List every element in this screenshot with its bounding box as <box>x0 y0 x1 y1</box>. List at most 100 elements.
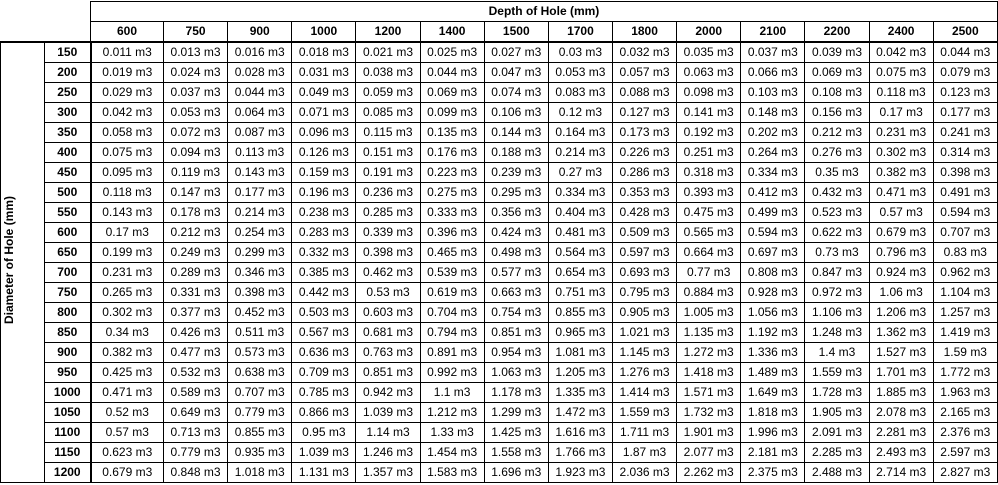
cell: 0.539 m3 <box>419 262 485 283</box>
cell: 0.992 m3 <box>419 362 485 383</box>
cell: 2.091 m3 <box>804 422 870 443</box>
cell: 1.205 m3 <box>547 362 613 383</box>
cell: 1.039 m3 <box>291 442 357 463</box>
cell: 0.679 m3 <box>868 222 934 243</box>
cell: 0.177 m3 <box>227 182 293 203</box>
row-header: 250 <box>44 82 92 103</box>
cell: 0.475 m3 <box>676 202 742 223</box>
cell: 0.935 m3 <box>227 442 293 463</box>
cell: 0.17 m3 <box>90 222 164 243</box>
cell: 0.851 m3 <box>355 362 421 383</box>
cell: 0.393 m3 <box>676 182 742 203</box>
cell: 0.095 m3 <box>90 162 164 183</box>
cell: 1.559 m3 <box>611 402 678 423</box>
cell: 1.732 m3 <box>676 402 742 423</box>
data-row: Diameter of Hole (mm) 150 0.011 m3 0.013 m3… <box>0 41 998 483</box>
cell: 0.954 m3 <box>483 342 549 363</box>
cell: 1.419 m3 <box>932 322 998 343</box>
cell: 0.385 m3 <box>291 262 357 283</box>
cell: 0.713 m3 <box>162 422 229 443</box>
row-header: 800 <box>44 302 92 323</box>
cell: 0.072 m3 <box>162 122 229 143</box>
cell: 0.118 m3 <box>868 82 934 103</box>
cell: 1.246 m3 <box>355 442 421 463</box>
cell: 0.503 m3 <box>291 302 357 323</box>
row-header: 350 <box>44 122 92 143</box>
cell: 0.962 m3 <box>932 262 998 283</box>
cell: 0.462 m3 <box>355 262 421 283</box>
cell: 0.127 m3 <box>611 102 678 123</box>
cell: 0.032 m3 <box>611 41 678 63</box>
cell: 0.594 m3 <box>932 202 998 223</box>
cell: 1.272 m3 <box>676 342 742 363</box>
cell: 0.119 m3 <box>162 162 229 183</box>
cell: 0.177 m3 <box>932 102 998 123</box>
cell: 0.249 m3 <box>162 242 229 263</box>
cell: 0.115 m3 <box>355 122 421 143</box>
cell: 0.855 m3 <box>547 302 613 323</box>
cell: 0.106 m3 <box>483 102 549 123</box>
cell: 1.257 m3 <box>932 302 998 323</box>
row-header: 150 <box>44 41 92 63</box>
cell: 0.426 m3 <box>162 322 229 343</box>
cell: 0.199 m3 <box>90 242 164 263</box>
cell: 0.808 m3 <box>740 262 806 283</box>
cell: 0.532 m3 <box>162 362 229 383</box>
cell: 0.663 m3 <box>483 282 549 303</box>
cell: 0.564 m3 <box>547 242 613 263</box>
cell: 1.963 m3 <box>932 382 998 403</box>
cell: 1.996 m3 <box>740 422 806 443</box>
cell: 0.432 m3 <box>804 182 870 203</box>
cell: 0.214 m3 <box>227 202 293 223</box>
cell: 1.696 m3 <box>483 462 549 483</box>
cell: 0.567 m3 <box>291 322 357 343</box>
cell: 0.477 m3 <box>162 342 229 363</box>
cell: 0.059 m3 <box>355 82 421 103</box>
cell: 0.251 m3 <box>676 142 742 163</box>
cell: 0.088 m3 <box>611 82 678 103</box>
cell: 1.131 m3 <box>291 462 357 483</box>
cell: 0.029 m3 <box>90 82 164 103</box>
cell: 2.375 m3 <box>740 462 806 483</box>
cell: 0.212 m3 <box>162 222 229 243</box>
cell: 0.147 m3 <box>162 182 229 203</box>
cell: 0.314 m3 <box>932 142 998 163</box>
cell: 2.036 m3 <box>611 462 678 483</box>
cell: 0.589 m3 <box>162 382 229 403</box>
cell: 0.064 m3 <box>227 102 293 123</box>
cell: 0.603 m3 <box>355 302 421 323</box>
cell: 0.95 m3 <box>291 422 357 443</box>
cell: 0.241 m3 <box>932 122 998 143</box>
cell: 0.135 m3 <box>419 122 485 143</box>
cell: 0.509 m3 <box>611 222 678 243</box>
data-row: 500 0.118 m3 0.147 m3 0.177 m3 0.196 m3 0.236… <box>1 182 998 203</box>
cell: 0.751 m3 <box>547 282 613 303</box>
cell: 0.785 m3 <box>291 382 357 403</box>
cell: 2.376 m3 <box>932 422 998 443</box>
cell: 1.901 m3 <box>676 422 742 443</box>
cell: 0.053 m3 <box>162 102 229 123</box>
data-row: 900 0.382 m3 0.477 m3 0.573 m3 0.636 m3 0.763… <box>1 342 998 363</box>
cell: 0.302 m3 <box>868 142 934 163</box>
cell: 0.697 m3 <box>740 242 806 263</box>
cell: 0.069 m3 <box>804 62 870 83</box>
cell: 0.063 m3 <box>676 62 742 83</box>
cell: 0.884 m3 <box>676 282 742 303</box>
row-header: 650 <box>44 242 92 263</box>
cell: 1.145 m3 <box>611 342 678 363</box>
cell: 0.398 m3 <box>932 162 998 183</box>
cell: 0.118 m3 <box>90 182 164 203</box>
cell: 1.06 m3 <box>868 282 934 303</box>
cell: 0.085 m3 <box>355 102 421 123</box>
cell: 1.192 m3 <box>740 322 806 343</box>
cell: 1.021 m3 <box>611 322 678 343</box>
cell: 0.636 m3 <box>291 342 357 363</box>
cell: 1.885 m3 <box>868 382 934 403</box>
row-header: 400 <box>44 142 92 163</box>
row-header: 750 <box>44 282 92 303</box>
column-header: 2100 <box>740 21 806 43</box>
cell: 0.796 m3 <box>868 242 934 263</box>
row-header: 1000 <box>44 382 92 403</box>
data-row: 1200 0.679 m3 0.848 m3 1.018 m3 1.131 m3 1.35… <box>1 462 998 483</box>
cell: 0.275 m3 <box>419 182 485 203</box>
